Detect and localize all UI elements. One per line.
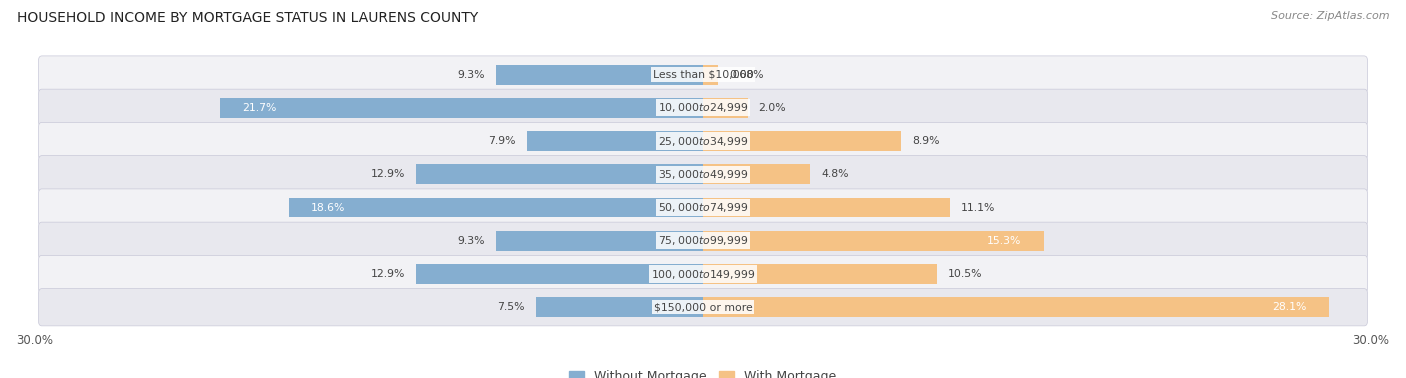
Text: $100,000 to $149,999: $100,000 to $149,999 (651, 268, 755, 280)
Text: $50,000 to $74,999: $50,000 to $74,999 (658, 201, 748, 214)
Text: $150,000 or more: $150,000 or more (654, 302, 752, 312)
Text: 0.68%: 0.68% (730, 70, 763, 79)
Text: 7.9%: 7.9% (488, 136, 516, 146)
Bar (703, 264, 936, 284)
Text: 21.7%: 21.7% (242, 103, 277, 113)
Text: Less than $10,000: Less than $10,000 (652, 70, 754, 79)
Text: 15.3%: 15.3% (987, 236, 1021, 246)
Bar (536, 297, 703, 317)
Bar (416, 164, 703, 184)
Text: 2.0%: 2.0% (759, 103, 786, 113)
Bar (496, 65, 703, 85)
Text: HOUSEHOLD INCOME BY MORTGAGE STATUS IN LAURENS COUNTY: HOUSEHOLD INCOME BY MORTGAGE STATUS IN L… (17, 11, 478, 25)
Text: 8.9%: 8.9% (912, 136, 939, 146)
Text: 11.1%: 11.1% (962, 203, 995, 212)
FancyBboxPatch shape (38, 56, 1368, 93)
Text: $75,000 to $99,999: $75,000 to $99,999 (658, 234, 748, 247)
FancyBboxPatch shape (38, 256, 1368, 293)
Text: 18.6%: 18.6% (311, 203, 346, 212)
Text: Source: ZipAtlas.com: Source: ZipAtlas.com (1271, 11, 1389, 21)
FancyBboxPatch shape (38, 156, 1368, 193)
FancyBboxPatch shape (38, 89, 1368, 126)
FancyBboxPatch shape (38, 289, 1368, 326)
Bar (703, 198, 950, 217)
Bar (703, 164, 810, 184)
FancyBboxPatch shape (38, 189, 1368, 226)
Text: $35,000 to $49,999: $35,000 to $49,999 (658, 168, 748, 181)
Bar (496, 231, 703, 251)
Text: 7.5%: 7.5% (498, 302, 524, 312)
Text: 12.9%: 12.9% (370, 169, 405, 179)
Text: 10.5%: 10.5% (948, 269, 983, 279)
Bar (416, 264, 703, 284)
Bar (703, 65, 718, 85)
Text: $10,000 to $24,999: $10,000 to $24,999 (658, 101, 748, 114)
Bar (527, 131, 703, 151)
FancyBboxPatch shape (38, 122, 1368, 160)
Text: 9.3%: 9.3% (457, 236, 485, 246)
Text: 12.9%: 12.9% (370, 269, 405, 279)
Text: 28.1%: 28.1% (1272, 302, 1306, 312)
Bar (703, 297, 1329, 317)
Text: 4.8%: 4.8% (821, 169, 848, 179)
Bar (703, 98, 748, 118)
Bar (703, 131, 901, 151)
Bar (703, 231, 1043, 251)
FancyBboxPatch shape (38, 222, 1368, 259)
Bar (288, 198, 703, 217)
Text: $25,000 to $34,999: $25,000 to $34,999 (658, 135, 748, 147)
Bar (219, 98, 703, 118)
Text: 9.3%: 9.3% (457, 70, 485, 79)
Legend: Without Mortgage, With Mortgage: Without Mortgage, With Mortgage (569, 370, 837, 378)
